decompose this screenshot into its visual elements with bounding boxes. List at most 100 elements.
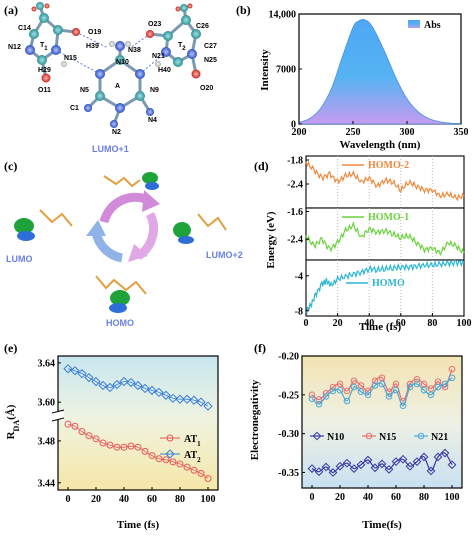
data-point-n10: [440, 448, 450, 458]
data-point-n21: [420, 386, 428, 394]
x-tick-label: 0: [304, 318, 309, 329]
data-point-at1: [120, 443, 128, 451]
data-point-n21: [371, 382, 379, 389]
atom-label: N12: [8, 44, 21, 51]
cycle-arrow-pink: [99, 192, 150, 224]
atom-carbon: [180, 4, 188, 12]
legend-label: AT1: [184, 434, 201, 448]
axis-break-gap: [52, 412, 64, 420]
data-point-n15: [371, 377, 379, 385]
atom-subscript: 2: [182, 46, 186, 52]
y-ticks-b: 0 7000 14,000: [269, 10, 302, 131]
atom-label: N38: [128, 47, 141, 54]
panel-d: (d) HOMO-2 -1.8 -2.4 HOMO-1 -1.6 -2.4 HOMO -4 -8…: [254, 155, 472, 333]
x-tick-label: 20: [91, 494, 101, 505]
data-point-n15: [378, 374, 386, 382]
series-line: [311, 377, 453, 407]
legend-label: HOMO: [372, 278, 405, 289]
atom-carbon: [115, 55, 125, 65]
data-point-at2: [175, 394, 185, 404]
data-point-at2: [70, 366, 80, 376]
data-point-at1: [190, 466, 198, 474]
y-tick-label: 3.60: [38, 398, 56, 409]
atom-label: H29: [38, 67, 51, 74]
fragment: [95, 275, 147, 295]
data-point-at2: [84, 372, 94, 383]
atom-oxygen: [44, 3, 50, 9]
y-tick-label: -0.25: [278, 390, 299, 401]
cycle-arrow-head: [142, 190, 160, 212]
series-line: [305, 160, 465, 202]
atom-carbon: [36, 2, 44, 10]
data-point-at1: [71, 422, 79, 430]
data-point-at2: [168, 393, 178, 403]
data-point-n21: [378, 380, 386, 388]
data-point-n10: [307, 464, 317, 473]
data-point-at2: [147, 385, 157, 396]
y-axis-title-d: Energy (eV): [265, 211, 277, 268]
data-point-n10: [419, 452, 429, 462]
atom-nitrogen: [161, 47, 171, 57]
t1-label: T: [40, 42, 45, 49]
atom-nitrogen: [51, 45, 61, 55]
data-point-at2: [98, 380, 108, 391]
data-point-n21: [406, 383, 414, 391]
x-tick-label: 80: [175, 494, 185, 505]
data-point-n21: [399, 402, 407, 409]
x-tick-label: 200: [292, 127, 307, 138]
data-point-n15: [329, 383, 337, 391]
orbital-lobe: [14, 218, 34, 234]
atom-nitrogen: [187, 49, 197, 59]
data-point-n15: [336, 380, 344, 388]
atom-nitrogen: [115, 103, 125, 113]
y-axis-title-b: Intensity: [259, 49, 271, 91]
data-point-at1: [155, 455, 163, 463]
x-tick-label: 0: [66, 494, 71, 505]
plot-frame-e: [57, 355, 219, 491]
data-point-n10: [349, 464, 359, 473]
panel-label-d: (d): [254, 159, 269, 173]
data-point-n10: [363, 455, 373, 465]
x-tick-label: 100: [201, 494, 216, 505]
atom-carbon: [37, 55, 47, 65]
atom-label: O20: [200, 85, 213, 92]
data-point-at1: [113, 443, 121, 451]
hbond: [139, 51, 167, 75]
data-point-n21: [343, 397, 351, 405]
x-tick-label: 0: [310, 492, 315, 503]
data-point-n10: [433, 452, 443, 462]
x-tick-label: 20: [335, 492, 345, 503]
panel-label-c: (c): [4, 159, 17, 173]
hbond: [75, 31, 109, 49]
atom-carbon: [191, 29, 201, 39]
atom-label: N25: [204, 57, 217, 64]
atom-label: N10: [116, 59, 129, 66]
data-point-at1: [183, 463, 191, 471]
x-tick-label: 40: [363, 492, 373, 503]
atom-carbon: [39, 13, 49, 23]
data-point-n10: [314, 467, 324, 477]
series-line: [67, 368, 209, 407]
data-point-at1: [134, 443, 142, 451]
x-axis-title-b: Wavelength (nm): [340, 139, 421, 151]
y-axis-title-f: Electronegativity: [249, 379, 261, 460]
data-point-at2: [161, 390, 171, 400]
atom-nitrogen: [84, 104, 92, 112]
x-tick-label: 60: [147, 494, 157, 505]
y-tick-label: -0.20: [278, 352, 299, 363]
x-axis-title-e: Time (fs): [117, 519, 160, 531]
series-line: [305, 259, 465, 315]
data-point-n15: [315, 396, 323, 403]
data-point-at2: [119, 376, 129, 387]
legend-marker: [312, 431, 322, 441]
y-tick-label: -1.6: [287, 207, 303, 218]
atom-oxygen: [72, 28, 80, 36]
stacked-energy-plot: HOMO-2 -1.8 -2.4 HOMO-1 -1.6 -2.4 HOMO -4 -80 20 4…: [287, 155, 472, 329]
legend-marker: [165, 449, 175, 459]
x-tick-label: 100: [457, 318, 472, 329]
data-point-at1: [106, 441, 114, 449]
data-point-n10: [377, 459, 387, 469]
atoms: [25, 2, 201, 128]
data-point-n21: [441, 380, 449, 388]
